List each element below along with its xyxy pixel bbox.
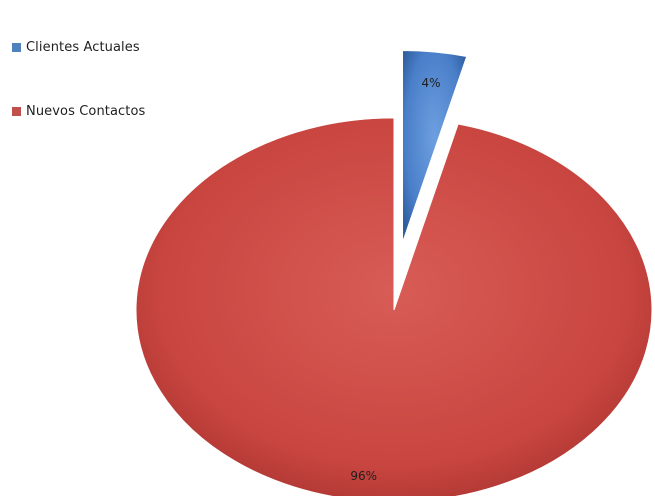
legend-label-clientes-actuales: Clientes Actuales [26,39,140,55]
pie-slice-clientes-actuales [402,49,468,243]
legend: Clientes Actuales Nuevos Contactos [12,36,232,122]
pie-slice-nuevos-contactos [135,117,653,496]
data-label-nuevos-contactos: 96% [350,469,377,483]
data-label-clientes-actuales: 4% [421,76,440,90]
legend-item-nuevos-contactos: Nuevos Contactos [12,100,232,122]
legend-swatch-nuevos-contactos [12,106,21,116]
legend-swatch-clientes-actuales [12,42,21,52]
legend-item-clientes-actuales: Clientes Actuales [12,36,232,58]
legend-label-nuevos-contactos: Nuevos Contactos [26,103,146,119]
